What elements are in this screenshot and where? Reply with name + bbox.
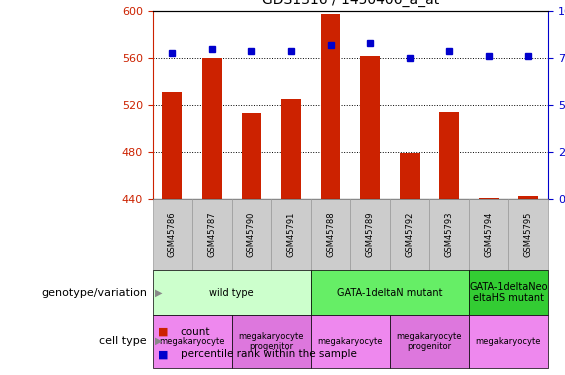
Bar bbox=[360, 56, 380, 199]
Text: genotype/variation: genotype/variation bbox=[41, 288, 147, 297]
Text: ▶: ▶ bbox=[155, 288, 163, 297]
Text: percentile rank within the sample: percentile rank within the sample bbox=[181, 350, 357, 359]
Text: megakaryocyte: megakaryocyte bbox=[476, 337, 541, 346]
Bar bbox=[400, 153, 419, 199]
Text: megakaryocyte
progenitor: megakaryocyte progenitor bbox=[397, 332, 462, 351]
Text: count: count bbox=[181, 327, 210, 337]
Text: GSM45794: GSM45794 bbox=[484, 211, 493, 257]
Text: megakaryocyte: megakaryocyte bbox=[318, 337, 383, 346]
Bar bbox=[519, 196, 538, 199]
Text: GSM45793: GSM45793 bbox=[445, 211, 454, 257]
Text: GATA-1deltaN mutant: GATA-1deltaN mutant bbox=[337, 288, 442, 297]
Text: megakaryocyte: megakaryocyte bbox=[159, 337, 225, 346]
Text: GSM45790: GSM45790 bbox=[247, 211, 256, 257]
Text: GSM45789: GSM45789 bbox=[366, 211, 375, 257]
Text: GSM45791: GSM45791 bbox=[286, 211, 295, 257]
Bar bbox=[321, 13, 340, 199]
Text: GATA-1deltaNeo
eltaHS mutant: GATA-1deltaNeo eltaHS mutant bbox=[470, 282, 547, 303]
Bar bbox=[202, 58, 221, 199]
Bar bbox=[163, 92, 182, 199]
Bar bbox=[242, 113, 261, 199]
Bar bbox=[479, 198, 498, 199]
Text: cell type: cell type bbox=[99, 336, 147, 346]
Text: GSM45786: GSM45786 bbox=[168, 211, 177, 257]
Text: ▶: ▶ bbox=[155, 336, 163, 346]
Title: GDS1316 / 1450406_a_at: GDS1316 / 1450406_a_at bbox=[262, 0, 439, 8]
Text: GSM45795: GSM45795 bbox=[524, 211, 533, 257]
Text: GSM45787: GSM45787 bbox=[207, 211, 216, 257]
Text: wild type: wild type bbox=[210, 288, 254, 297]
Text: GSM45792: GSM45792 bbox=[405, 211, 414, 257]
Bar bbox=[440, 112, 459, 199]
Text: megakaryocyte
progenitor: megakaryocyte progenitor bbox=[238, 332, 304, 351]
Text: GSM45788: GSM45788 bbox=[326, 211, 335, 257]
Bar bbox=[281, 99, 301, 199]
Text: ■: ■ bbox=[158, 327, 169, 337]
Text: ■: ■ bbox=[158, 350, 169, 359]
